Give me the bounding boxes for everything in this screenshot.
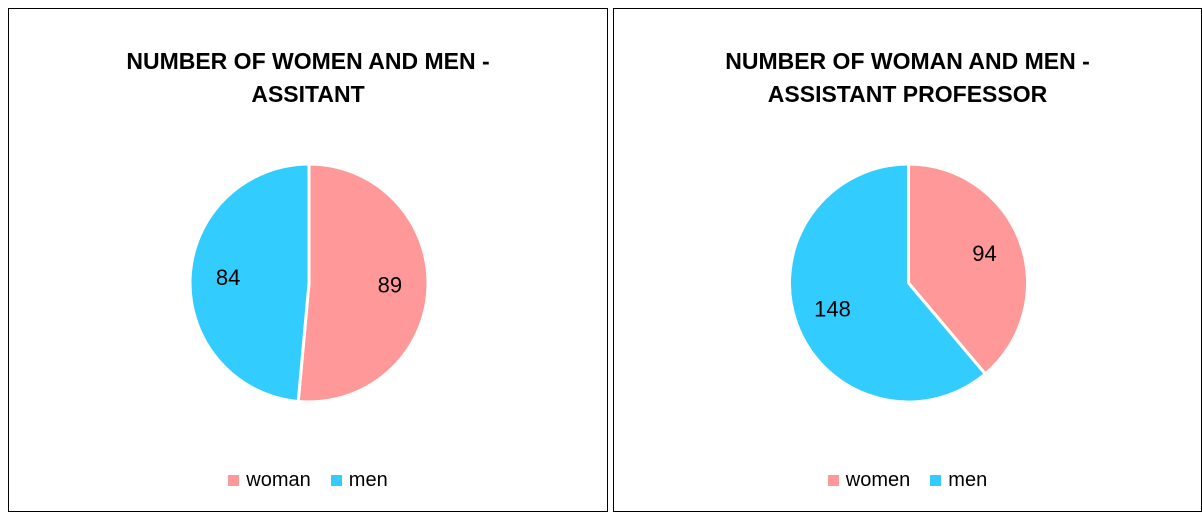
chart-panel: 94 148 NUMBER OF WOMAN AND MEN - ASSISTANT… <box>613 8 1202 512</box>
pie-chart: 94 148 <box>788 162 1029 404</box>
legend-swatch <box>930 475 942 486</box>
data-label: 89 <box>378 272 402 297</box>
pie-slice <box>788 162 988 404</box>
legend-entry: men <box>330 469 388 492</box>
legend-swatch <box>228 475 240 486</box>
legend: woman men <box>9 469 607 492</box>
chart-panel: 89 84 NUMBER OF WOMEN AND MEN - ASSITANT wo… <box>8 8 608 512</box>
pie-slice <box>188 162 311 404</box>
legend-label: woman <box>246 469 311 491</box>
legend-swatch <box>330 475 342 486</box>
legend-swatch <box>827 475 839 486</box>
legend-entry: men <box>930 469 987 492</box>
legend-label: men <box>348 469 388 491</box>
data-label: 84 <box>216 265 240 290</box>
data-label: 94 <box>972 241 996 266</box>
pie-slice <box>907 162 1029 377</box>
legend-entry: woman <box>228 469 311 492</box>
chart-title: NUMBER OF WOMAN AND MEN - ASSISTANT PROF… <box>725 48 1090 107</box>
legend-label: men <box>948 469 988 491</box>
legend: women men <box>614 469 1201 492</box>
legend-entry: women <box>827 469 911 492</box>
pie-slice <box>296 162 430 404</box>
pie-chart: 89 84 <box>188 162 430 404</box>
data-label: 148 <box>814 297 851 322</box>
legend-label: women <box>845 469 911 491</box>
chart-title: NUMBER OF WOMEN AND MEN - ASSITANT <box>126 48 490 107</box>
